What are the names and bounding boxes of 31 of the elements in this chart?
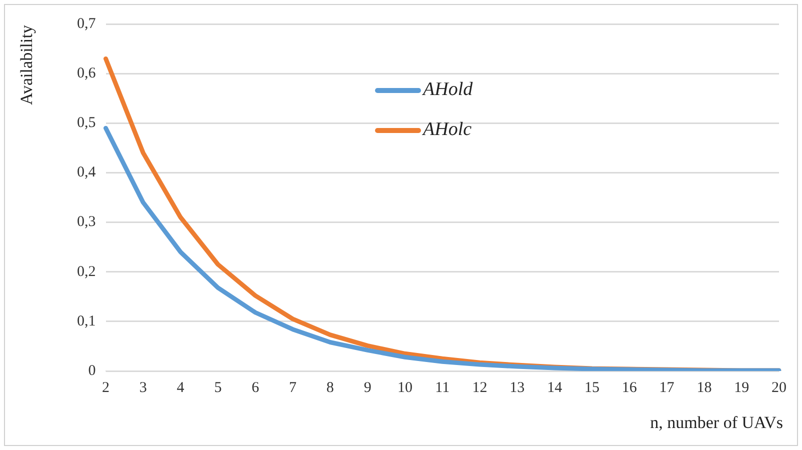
x-tick-label: 15 <box>584 380 600 396</box>
y-tick-label: 0,7 <box>77 16 96 32</box>
x-tick-label: 20 <box>772 380 786 396</box>
y-tick-label: 0,3 <box>77 214 96 230</box>
x-tick-label: 13 <box>510 380 525 396</box>
x-axis-title: n, number of UAVs <box>650 413 783 433</box>
x-tick-label: 9 <box>364 380 372 396</box>
x-tick-label: 8 <box>326 380 334 396</box>
x-tick-label: 18 <box>696 380 712 396</box>
x-tick-label: 3 <box>139 380 147 396</box>
x-tick-label: 7 <box>289 380 298 396</box>
x-tick-label: 2 <box>102 380 110 396</box>
x-tick-label: 16 <box>622 380 638 396</box>
y-tick-label: 0,1 <box>77 313 96 330</box>
legend-label: AHolc <box>423 119 472 141</box>
x-tick-label: 17 <box>659 380 675 396</box>
x-tick-label: 4 <box>176 380 185 396</box>
y-tick-label: 0 <box>88 362 96 379</box>
x-tick-label: 11 <box>435 380 450 396</box>
x-tick-label: 5 <box>214 380 222 396</box>
y-tick-label: 0,2 <box>77 264 96 280</box>
y-tick-label: 0,4 <box>77 164 96 181</box>
x-tick-label: 12 <box>472 380 488 396</box>
x-tick-label: 10 <box>397 380 412 396</box>
legend-label: AHold <box>423 79 473 101</box>
x-tick-label: 6 <box>252 380 260 396</box>
y-tick-label: 0,5 <box>77 115 96 132</box>
y-tick-label: 0,6 <box>77 66 96 82</box>
x-tick-label: 14 <box>547 380 563 396</box>
x-tick-label: 19 <box>734 380 750 396</box>
y-axis-title: Availability <box>17 24 37 107</box>
